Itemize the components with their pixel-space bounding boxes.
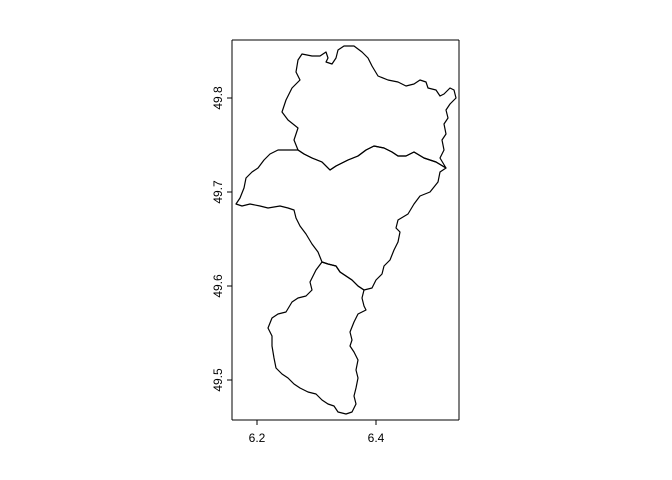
region-middle bbox=[235, 145, 447, 291]
y-axis: 49.5 49.6 49.7 49.8 bbox=[211, 86, 232, 392]
y-tick-label: 49.6 bbox=[211, 274, 225, 298]
x-axis: 6.2 6.4 bbox=[249, 420, 385, 445]
y-tick-label: 49.5 bbox=[211, 368, 225, 392]
y-tick-label: 49.8 bbox=[211, 86, 225, 110]
regions bbox=[235, 45, 457, 415]
region-north bbox=[281, 45, 457, 171]
x-tick-label: 6.2 bbox=[249, 431, 266, 445]
plot-frame bbox=[231, 39, 460, 421]
region-south bbox=[267, 261, 367, 415]
x-tick-label: 6.4 bbox=[368, 431, 385, 445]
y-tick-label: 49.7 bbox=[211, 180, 225, 204]
